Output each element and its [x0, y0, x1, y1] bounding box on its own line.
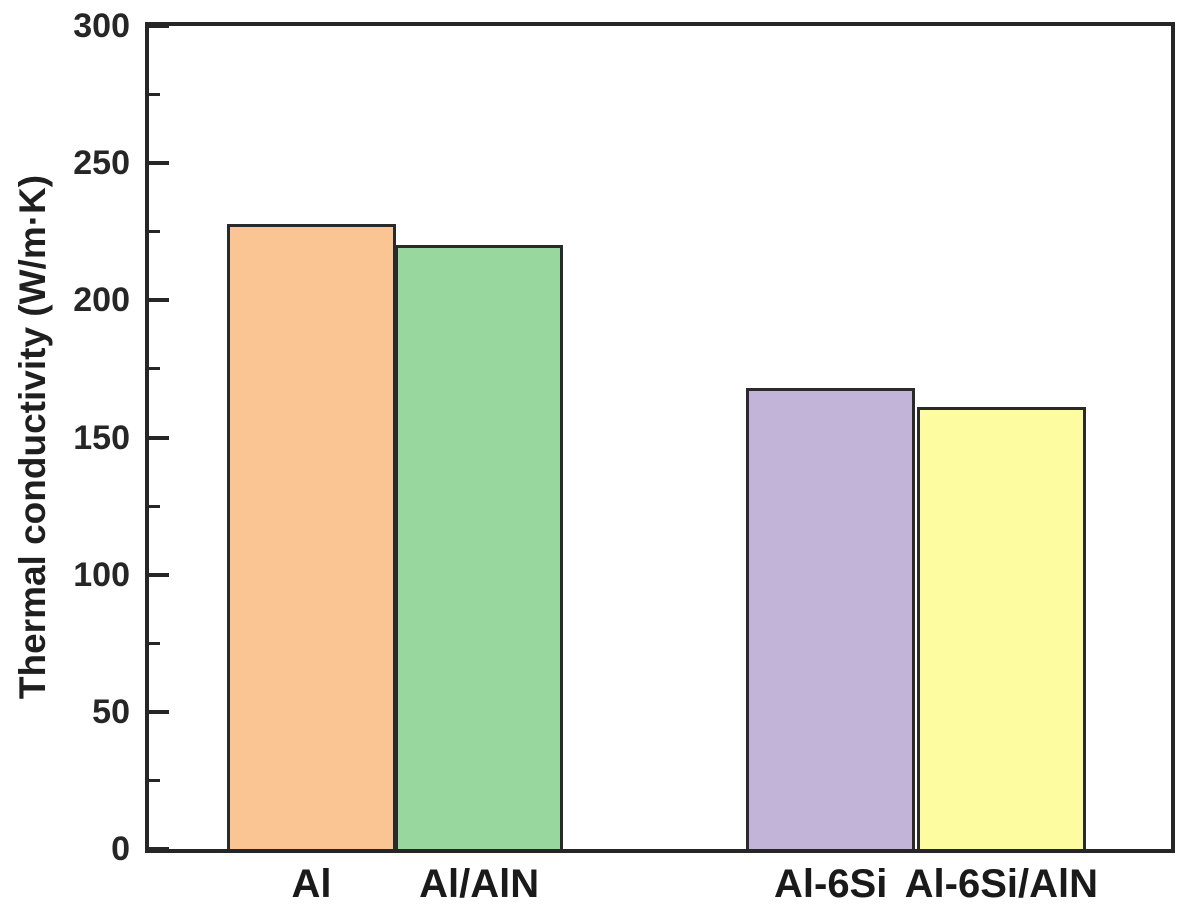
y-tick-label: 100: [73, 555, 130, 594]
bar-al: [227, 223, 396, 849]
y-major-tick: [149, 161, 169, 166]
x-category-label-al-6si: Al-6Si: [773, 862, 888, 906]
y-major-tick: [149, 298, 169, 303]
y-tick-label: 300: [73, 7, 130, 45]
y-tick-label: 150: [73, 418, 130, 457]
y-minor-tick: [149, 778, 160, 782]
y-minor-tick: [149, 504, 160, 508]
bar-al-6si: [746, 388, 915, 849]
y-minor-tick: [149, 93, 160, 97]
y-major-tick: [149, 847, 169, 851]
x-category-label-al-6si-aln: Al-6Si/AlN: [904, 862, 1099, 906]
bar-al-aln: [394, 245, 564, 849]
x-category-label-al: Al: [291, 862, 332, 906]
y-minor-tick: [149, 641, 160, 645]
y-tick-label: 200: [73, 281, 130, 320]
plot-area: [145, 22, 1175, 853]
y-minor-tick: [149, 230, 160, 234]
y-tick-label: 250: [73, 144, 130, 183]
y-minor-tick: [149, 367, 160, 371]
y-tick-label: 0: [111, 830, 130, 868]
y-major-tick: [149, 572, 169, 577]
bar-al-6si-aln: [917, 407, 1086, 849]
y-major-tick: [149, 709, 169, 714]
y-tick-label: 50: [92, 692, 130, 731]
y-major-tick: [149, 24, 169, 28]
x-category-label-al-aln: Al/AlN: [419, 862, 540, 906]
y-major-tick: [149, 435, 169, 440]
